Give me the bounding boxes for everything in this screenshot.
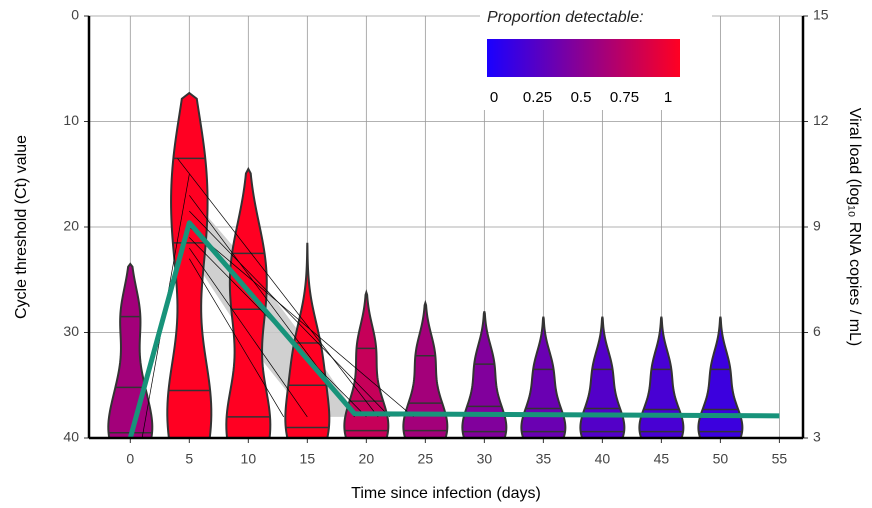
x-tick-label: 55 bbox=[772, 451, 788, 467]
x-tick-label: 45 bbox=[654, 451, 670, 467]
y-axis-title: Cycle threshold (Ct) value bbox=[13, 135, 30, 319]
y2-tick-label: 3 bbox=[813, 429, 821, 445]
y-tick-label: 40 bbox=[63, 429, 79, 445]
x-tick-label: 5 bbox=[185, 451, 193, 467]
x-tick-label: 40 bbox=[595, 451, 611, 467]
x-tick-label: 15 bbox=[300, 451, 316, 467]
trajectory bbox=[189, 247, 308, 418]
y-tick-label: 30 bbox=[63, 323, 79, 339]
y2-axis-title: Viral load (log₁₀ RNA copies / mL) bbox=[846, 108, 863, 347]
x-tick-label: 35 bbox=[536, 451, 552, 467]
x-tick-label: 20 bbox=[359, 451, 375, 467]
violin bbox=[579, 316, 626, 439]
colorbar-tick-label: 0.5 bbox=[571, 89, 592, 106]
x-tick-label: 10 bbox=[241, 451, 257, 467]
y-tick-label: 10 bbox=[63, 112, 79, 128]
plot-marks bbox=[107, 91, 780, 439]
trajectory bbox=[189, 258, 285, 418]
violin bbox=[107, 262, 154, 439]
y-tick-label: 0 bbox=[71, 7, 79, 23]
colorbar-tick-label: 1 bbox=[664, 89, 672, 106]
x-tick-label: 25 bbox=[418, 451, 434, 467]
y2-tick-label: 15 bbox=[813, 7, 829, 23]
violin bbox=[461, 311, 508, 439]
trajectory bbox=[189, 210, 391, 418]
colorbar-tick-label: 0 bbox=[490, 89, 498, 106]
x-tick-label: 30 bbox=[477, 451, 493, 467]
violin bbox=[225, 166, 272, 439]
violin bbox=[638, 316, 685, 439]
colorbar-tick-label: 0.25 bbox=[523, 89, 552, 106]
x-axis-title: Time since infection (days) bbox=[351, 485, 541, 502]
x-tick-label: 50 bbox=[713, 451, 729, 467]
trajectory bbox=[177, 158, 379, 418]
colorbar-tick-label: 0.75 bbox=[610, 89, 639, 106]
legend-title: Proportion detectable: bbox=[487, 9, 644, 26]
violin bbox=[402, 299, 449, 439]
y-tick-label: 20 bbox=[63, 218, 79, 234]
violin bbox=[697, 316, 744, 439]
median-line bbox=[127, 220, 780, 439]
y2-tick-label: 12 bbox=[813, 112, 829, 128]
y2-tick-label: 9 bbox=[813, 218, 821, 234]
y2-tick-label: 6 bbox=[813, 323, 821, 339]
x-tick-label: 0 bbox=[126, 451, 134, 467]
colorbar bbox=[487, 39, 680, 77]
trajectory bbox=[189, 226, 414, 418]
violin bbox=[520, 316, 567, 439]
